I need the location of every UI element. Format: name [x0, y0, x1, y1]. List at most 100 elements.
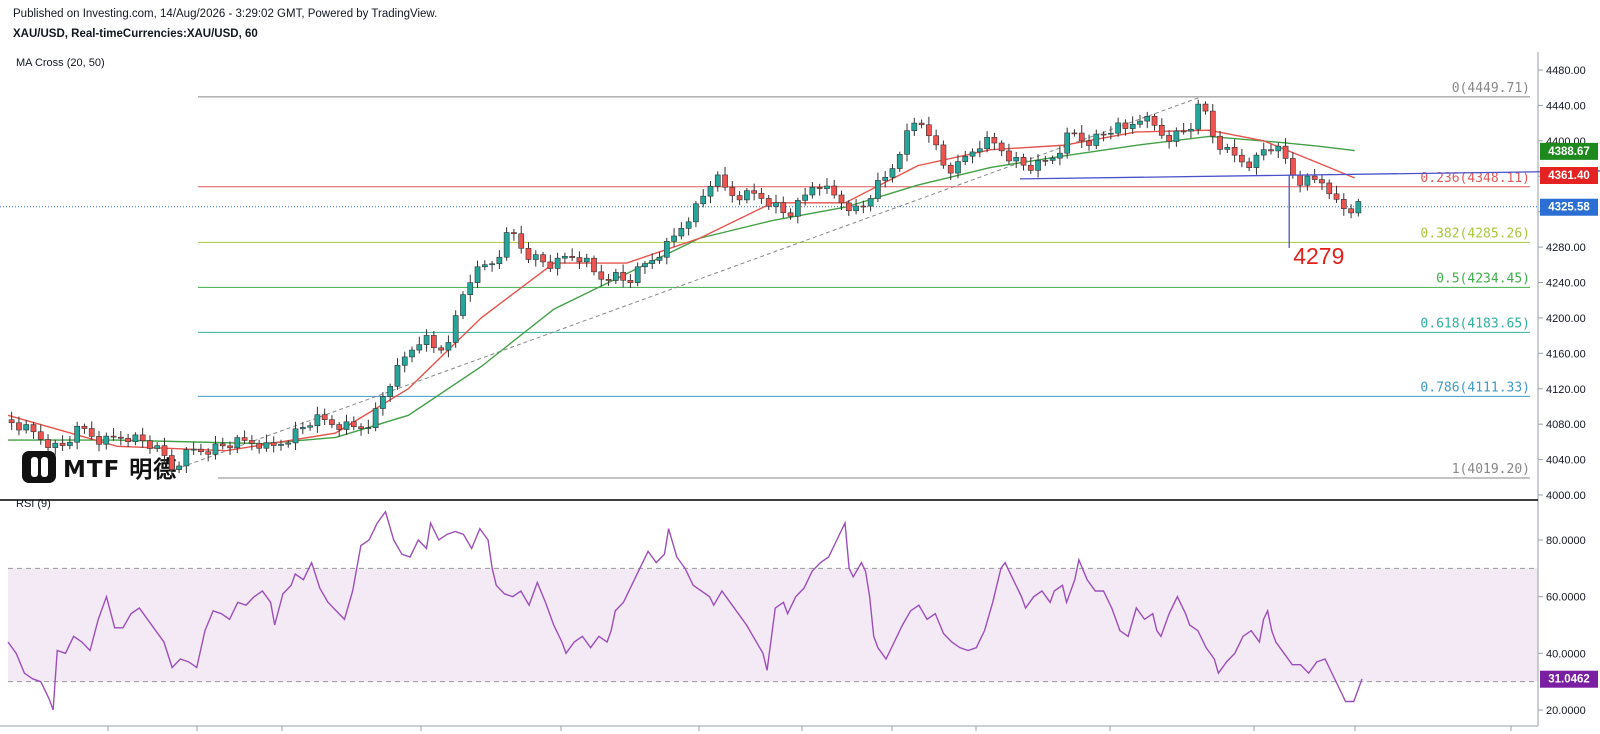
candle-body — [37, 431, 44, 440]
candle-body — [394, 364, 401, 387]
symbol-title: XAU/USD, Real-timeCurrencies:XAU/USD, 60 — [13, 28, 258, 40]
candle-body — [1071, 132, 1078, 135]
candle-body — [1340, 199, 1347, 210]
candle-body — [234, 437, 241, 449]
fib-level-label: 1(4019.20) — [1452, 462, 1530, 477]
candle-body — [1231, 146, 1238, 156]
candle-body — [926, 124, 932, 137]
candle-body — [358, 426, 364, 429]
candle-body — [532, 254, 539, 260]
candle-body — [1049, 157, 1056, 161]
candle-body — [649, 260, 656, 264]
candle-body — [168, 455, 175, 470]
candle-body — [1108, 132, 1114, 135]
ma-cross-label[interactable]: MA Cross (20, 50) — [16, 57, 105, 69]
price-axis-badge — [1540, 198, 1598, 216]
candle-body — [270, 442, 277, 446]
candle-body — [591, 257, 597, 273]
candle-body — [256, 443, 262, 449]
price-axis-badge — [1540, 142, 1598, 160]
candle-body — [380, 396, 386, 409]
candle-body — [765, 198, 772, 207]
candle-body — [227, 445, 233, 449]
candle-body — [802, 194, 808, 201]
candle-body — [787, 212, 794, 217]
candle-body — [74, 425, 81, 443]
price-axis-badge-text: 4325.58 — [1548, 202, 1590, 214]
candle-body — [1180, 130, 1187, 133]
candle-body — [758, 192, 765, 199]
candle-body — [1209, 110, 1216, 137]
candle-body — [904, 130, 910, 155]
candle-body — [947, 164, 954, 174]
candle-body — [489, 263, 495, 266]
candle-body — [554, 257, 561, 269]
candle-body — [867, 198, 874, 207]
price-axis-badge-text: 4388.67 — [1548, 146, 1590, 158]
candle-body — [1035, 160, 1041, 171]
candle-body — [933, 135, 939, 146]
candle-body — [547, 261, 554, 269]
candle-body — [183, 449, 190, 467]
candle-body — [285, 442, 292, 445]
candle-body — [299, 426, 306, 430]
candle-body — [59, 442, 66, 446]
candle-body — [387, 386, 394, 397]
neckline-trendline[interactable] — [1019, 170, 1600, 180]
candle-body — [1100, 133, 1107, 136]
candle-body — [81, 425, 88, 429]
candle-body — [1253, 154, 1260, 168]
candle-body — [1151, 116, 1158, 126]
rsi-line — [7, 510, 1363, 711]
candle-body — [147, 440, 153, 449]
candle-body — [329, 419, 335, 425]
rsi-value-badge-text: 31.0462 — [1548, 674, 1590, 686]
candle-body — [969, 151, 976, 157]
candle-body — [751, 190, 758, 194]
candle-body — [911, 122, 918, 131]
candle-body — [496, 256, 503, 265]
candle-body — [1173, 130, 1180, 142]
candle-body — [583, 257, 590, 263]
candle-body — [882, 176, 889, 181]
candle-body — [1282, 145, 1289, 159]
candle-body — [896, 153, 903, 169]
candle-body — [503, 232, 510, 258]
candle-body — [729, 186, 736, 196]
candle-body — [1020, 157, 1027, 166]
candle-body — [1348, 208, 1354, 214]
candle-body — [219, 443, 226, 447]
price-tick-label: 4240.00 — [1546, 278, 1586, 290]
candle-body — [598, 271, 605, 280]
price-tick-label: 4000.00 — [1546, 490, 1586, 502]
candle-body — [350, 421, 357, 428]
candle-body — [773, 202, 779, 207]
candle-body — [88, 428, 95, 437]
price-tick-label: 4160.00 — [1546, 348, 1586, 360]
candle-body — [831, 185, 838, 196]
low-annotation: 4279 — [1293, 243, 1344, 269]
candle-body — [1027, 164, 1034, 171]
candle-body — [605, 278, 612, 281]
candle-body — [474, 266, 481, 283]
candle-body — [794, 200, 801, 217]
candle-body — [918, 122, 925, 126]
fib-level-label: 0.236(4348.11) — [1420, 171, 1530, 186]
candle-body — [416, 344, 423, 351]
rsi-label[interactable]: RSI (9) — [16, 498, 51, 510]
price-tick-label: 4080.00 — [1546, 419, 1586, 431]
candle-body — [1202, 103, 1209, 112]
candle-body — [1158, 124, 1165, 136]
candle-body — [1268, 149, 1274, 152]
candle-body — [336, 424, 343, 430]
candle-body — [241, 437, 248, 441]
candle-body — [307, 425, 313, 428]
candle-body — [481, 264, 488, 268]
candle-body — [1355, 201, 1362, 214]
rsi-tick-label: 40.0000 — [1546, 648, 1586, 660]
candle-body — [1057, 152, 1063, 159]
fib-anchor-dashed-line[interactable] — [167, 96, 1203, 473]
price-tick-label: 4440.00 — [1546, 100, 1586, 112]
candle-body — [139, 434, 146, 441]
